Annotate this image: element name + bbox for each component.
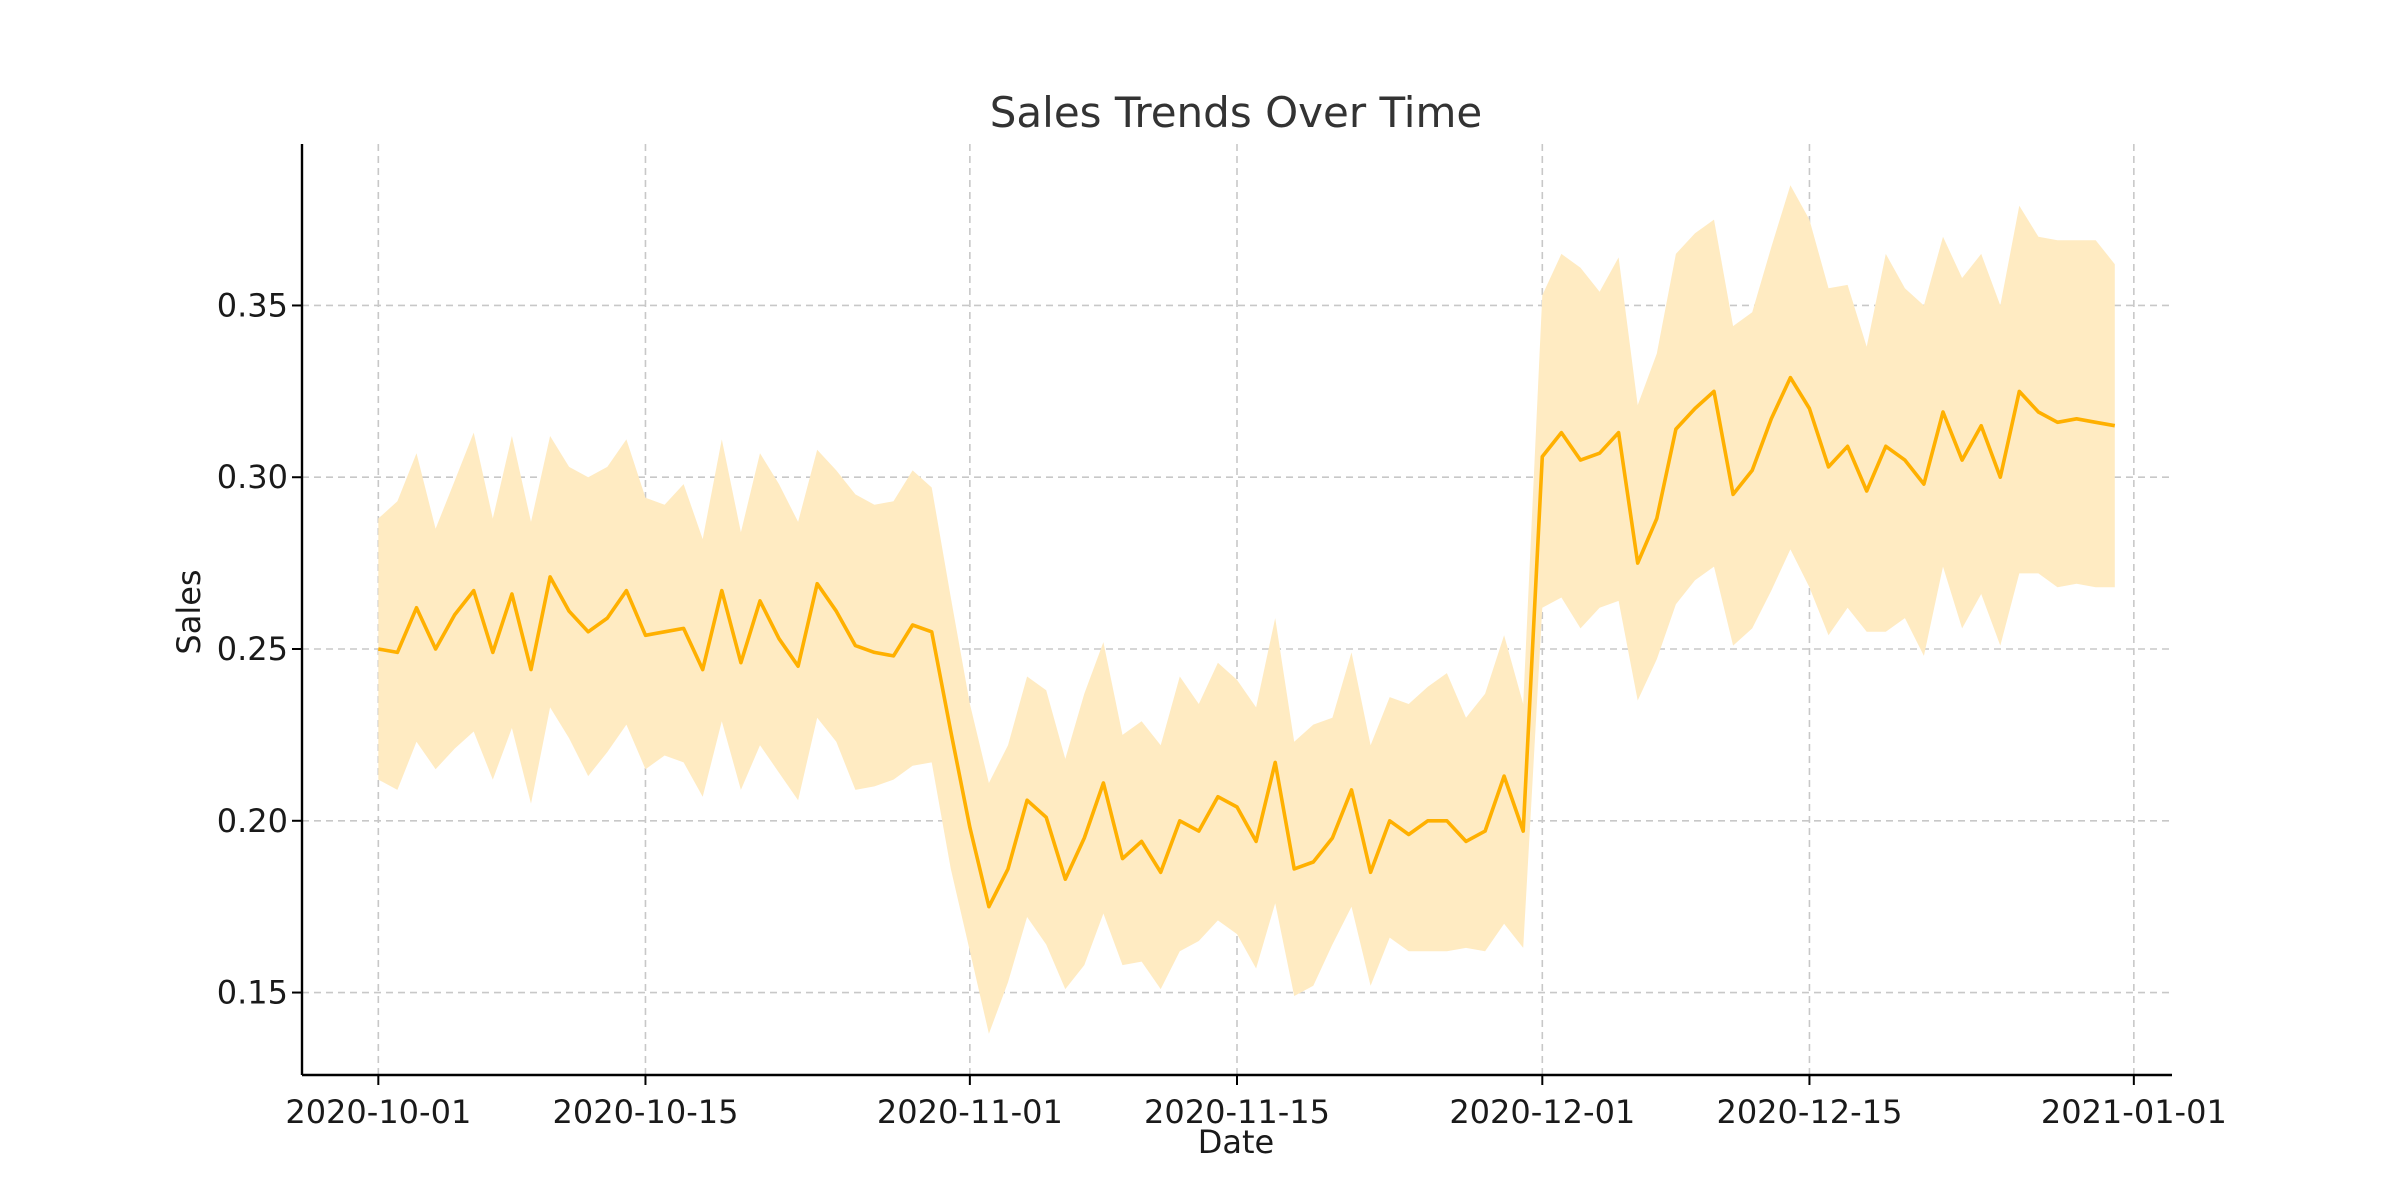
x-tick-label: 2020-10-01: [285, 1093, 471, 1131]
confidence-band: [378, 185, 2115, 1034]
x-tick-label: 2020-11-15: [1144, 1093, 1330, 1131]
chart-title: Sales Trends Over Time: [990, 88, 1482, 137]
x-tick-label: 2021-01-01: [2041, 1093, 2227, 1131]
y-tick-label: 0.30: [217, 458, 288, 496]
y-axis-label: Sales: [170, 569, 208, 654]
confidence-band-layer: [378, 185, 2115, 1034]
y-tick-label: 0.15: [217, 974, 288, 1012]
y-tick-label: 0.20: [217, 802, 288, 840]
x-tick-label: 2020-10-15: [552, 1093, 738, 1131]
x-tick-label: 2020-11-01: [877, 1093, 1063, 1131]
sales-line-layer: [377, 375, 2116, 909]
x-tick-label: 2020-12-01: [1449, 1093, 1635, 1131]
x-axis-label: Date: [1198, 1123, 1274, 1161]
x-tick-label: 2020-12-15: [1716, 1093, 1902, 1131]
ticks: 2020-10-01 2020-10-15 2020-11-01 2020-11-15…: [217, 286, 2227, 1131]
sales-line: [377, 375, 2116, 909]
y-tick-label: 0.35: [217, 286, 288, 324]
y-tick-label: 0.25: [217, 630, 288, 668]
